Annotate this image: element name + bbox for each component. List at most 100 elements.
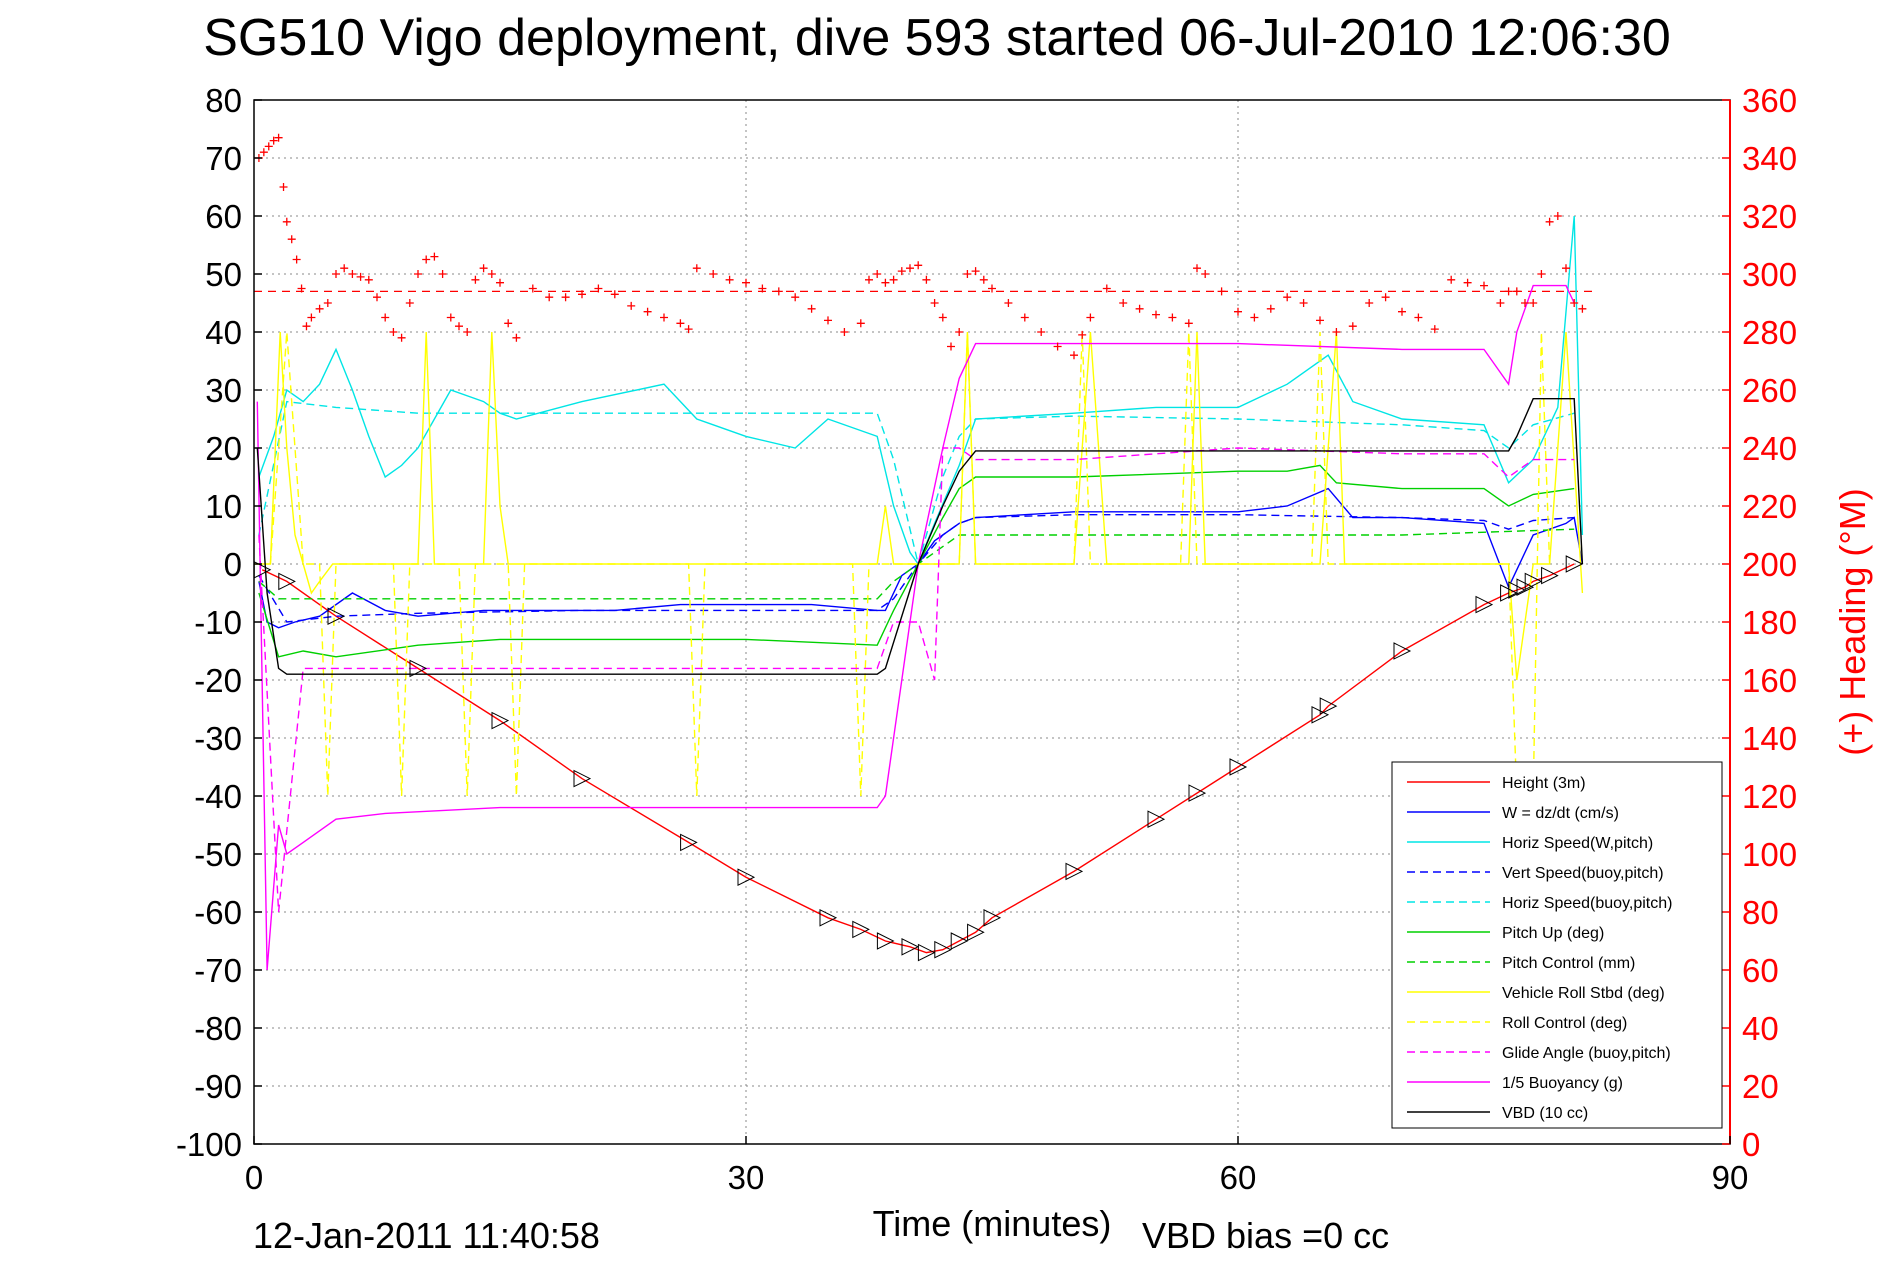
heading-point xyxy=(487,270,496,278)
series-line-4 xyxy=(258,400,1575,567)
heading-point xyxy=(1537,270,1546,278)
heading-point xyxy=(356,272,365,281)
heading-point xyxy=(315,304,324,313)
series-layer xyxy=(254,133,1598,971)
legend-label: Height (3m) xyxy=(1502,775,1586,792)
heading-point xyxy=(264,142,273,151)
y-tick-label: 60 xyxy=(205,198,242,235)
heading-point xyxy=(1480,281,1488,290)
right-tick-label: 20 xyxy=(1742,1068,1779,1105)
x-tick-label: 60 xyxy=(1220,1159,1257,1196)
heading-point xyxy=(1193,264,1201,273)
heading-point xyxy=(1004,299,1013,307)
right-tick-label: 340 xyxy=(1742,140,1797,177)
heading-point xyxy=(471,275,480,284)
heading-point xyxy=(1086,313,1095,322)
series-line-2 xyxy=(258,215,1584,566)
height-marker xyxy=(680,833,698,852)
heading-point xyxy=(758,284,767,293)
heading-point xyxy=(1168,313,1177,322)
heading-point xyxy=(774,287,783,296)
right-tick-label: 180 xyxy=(1742,604,1797,641)
y-tick-label: 50 xyxy=(205,256,242,293)
height-marker xyxy=(852,920,870,939)
y-tick-label: -60 xyxy=(194,894,242,931)
y-tick-label: 0 xyxy=(224,546,242,583)
heading-point xyxy=(1119,299,1128,307)
heading-point xyxy=(1504,287,1513,296)
right-tick-label: 200 xyxy=(1742,546,1797,583)
heading-point xyxy=(545,293,554,302)
heading-point xyxy=(1184,319,1193,328)
heading-point xyxy=(856,319,865,328)
heading-point xyxy=(381,313,390,322)
heading-point xyxy=(1553,212,1562,220)
heading-point xyxy=(1496,299,1505,307)
legend-box xyxy=(1391,761,1723,1129)
height-marker xyxy=(1229,758,1248,776)
heading-point xyxy=(479,264,488,273)
heading-point xyxy=(364,275,373,284)
heading-point xyxy=(274,133,283,142)
height-marker xyxy=(1319,697,1338,715)
heading-point xyxy=(1201,270,1210,278)
height-marker xyxy=(901,937,920,956)
heading-point xyxy=(1283,293,1292,302)
height-marker xyxy=(934,940,952,959)
heading-point xyxy=(269,136,278,145)
right-tick-label: 320 xyxy=(1742,198,1797,235)
heading-point xyxy=(446,313,455,322)
heading-point xyxy=(684,325,693,334)
height-marker xyxy=(573,769,592,788)
heading-point xyxy=(578,290,586,299)
heading-point xyxy=(561,293,570,302)
heading-point xyxy=(709,270,718,278)
right-tick-label: 220 xyxy=(1742,488,1797,525)
series-line-8 xyxy=(269,331,1551,797)
heading-point xyxy=(422,255,431,264)
right-axis-label: (+) Heading (°M) xyxy=(1832,488,1873,755)
right-tick-label: 280 xyxy=(1742,314,1797,351)
x-tick-label: 0 xyxy=(245,1159,263,1196)
heading-point xyxy=(930,299,939,307)
heading-point xyxy=(1463,278,1472,287)
height-marker xyxy=(1524,572,1543,591)
series-line-3 xyxy=(258,514,1575,623)
height-marker xyxy=(1541,566,1559,585)
heading-point xyxy=(938,313,947,322)
heading-point xyxy=(742,278,750,287)
height-marker xyxy=(1188,784,1207,802)
y-tick-label: 40 xyxy=(205,314,242,351)
legend-label: Roll Control (deg) xyxy=(1502,1015,1627,1032)
heading-point xyxy=(1316,316,1324,325)
height-marker xyxy=(409,659,428,678)
heading-point xyxy=(791,293,800,302)
series-line-7 xyxy=(254,331,1584,681)
heading-point xyxy=(297,284,306,293)
y-tick-label: -100 xyxy=(176,1126,242,1163)
heading-point xyxy=(692,264,701,273)
heading-point xyxy=(610,290,619,299)
right-tick-label: 40 xyxy=(1742,1010,1779,1047)
right-tick-label: 260 xyxy=(1742,372,1797,409)
right-tick-label: 240 xyxy=(1742,430,1797,467)
y-tick-label: -50 xyxy=(194,836,242,873)
legend-label: Vehicle Roll Stbd (deg) xyxy=(1502,985,1665,1002)
legend-label: Horiz Speed(W,pitch) xyxy=(1502,835,1653,852)
heading-point xyxy=(455,322,463,331)
heading-point xyxy=(373,293,381,302)
heading-point xyxy=(676,319,685,328)
heading-point xyxy=(287,235,296,244)
heading-point xyxy=(528,284,537,293)
heading-point xyxy=(1332,328,1341,336)
y-tick-label: -70 xyxy=(194,952,242,989)
heading-point xyxy=(438,270,447,278)
right-tick-label: 140 xyxy=(1742,720,1797,757)
legend-label: Vert Speed(buoy,pitch) xyxy=(1502,865,1664,882)
heading-point xyxy=(594,284,603,293)
heading-point xyxy=(897,267,906,276)
heading-point xyxy=(1217,287,1226,296)
right-tick-label: 100 xyxy=(1742,836,1797,873)
right-tick-label: 120 xyxy=(1742,778,1797,815)
